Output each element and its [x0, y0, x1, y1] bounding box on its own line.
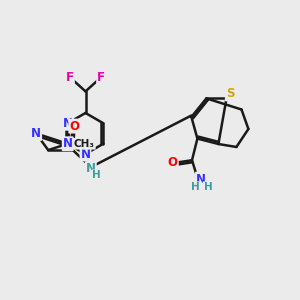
Text: N: N	[63, 137, 73, 150]
Text: H: H	[92, 170, 101, 180]
Text: N: N	[31, 127, 41, 140]
Text: F: F	[97, 71, 105, 84]
Text: CH₃: CH₃	[74, 139, 95, 149]
Text: O: O	[69, 120, 79, 133]
Text: H: H	[203, 182, 212, 192]
Text: F: F	[66, 71, 74, 84]
Text: O: O	[168, 156, 178, 169]
Text: S: S	[226, 87, 234, 101]
Text: N: N	[63, 117, 73, 130]
Text: H: H	[191, 182, 200, 192]
Text: N: N	[86, 162, 96, 175]
Text: N: N	[80, 148, 91, 160]
Text: N: N	[196, 172, 206, 186]
